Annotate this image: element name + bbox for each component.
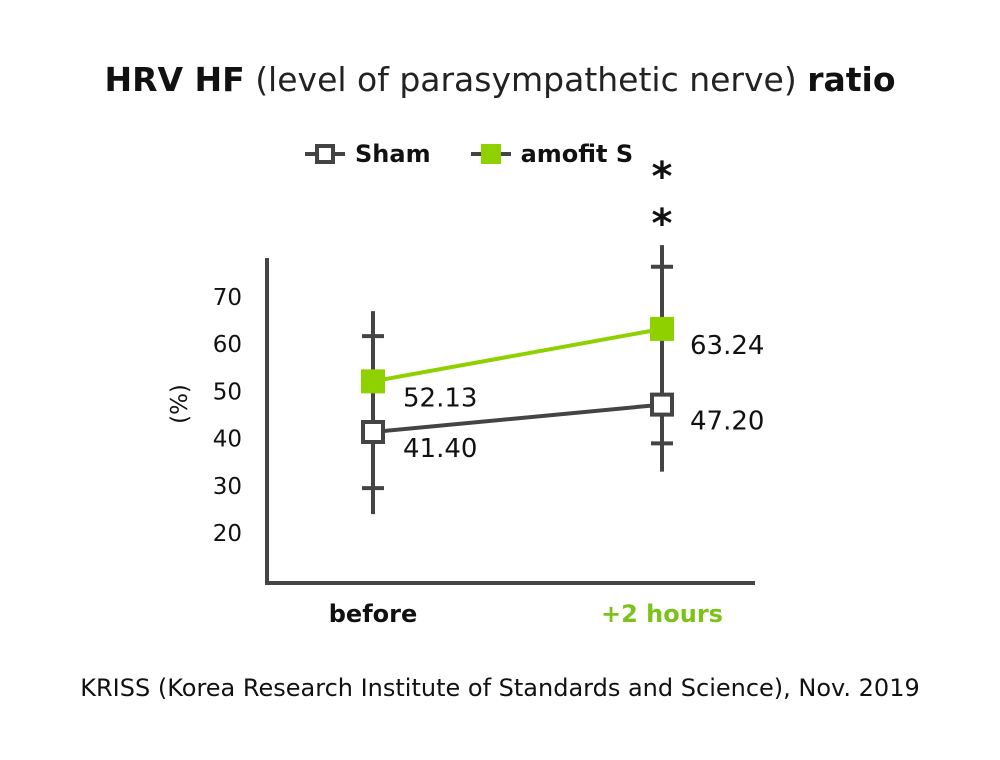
- legend-label: amofit S: [520, 140, 634, 168]
- legend: Sham amofit S: [305, 140, 633, 168]
- y-tick-label: 50: [213, 379, 242, 405]
- x-tick-label: before: [329, 600, 418, 628]
- data-label: 52.13: [403, 383, 477, 413]
- data-point-sham: [361, 419, 385, 444]
- data-point-amofit: [361, 369, 385, 394]
- y-tick-label: 70: [213, 285, 242, 311]
- open-square-marker-icon: [305, 144, 345, 164]
- y-tick-label: 60: [213, 332, 242, 358]
- legend-item-amofit: amofit S: [470, 140, 634, 168]
- significance-mark-1: *: [652, 154, 673, 200]
- significance-mark-2: *: [652, 201, 673, 247]
- x-tick-label: +2 hours: [601, 600, 723, 628]
- data-label: 47.20: [690, 407, 764, 437]
- y-tick-label: 20: [213, 521, 242, 547]
- data-point-amofit: [650, 316, 674, 341]
- series-line-amofit: [372, 326, 663, 384]
- data-label: 63.24: [690, 331, 764, 361]
- data-label: 41.40: [403, 434, 477, 464]
- series-line-sham: [372, 402, 663, 434]
- title-light-part: (level of parasympathetic nerve): [255, 60, 797, 99]
- legend-item-sham: Sham: [305, 140, 431, 168]
- title-bold-suffix: ratio: [807, 60, 896, 99]
- y-axis-label: (%): [167, 384, 193, 424]
- filled-square-marker-icon: [470, 144, 511, 164]
- legend-label: Sham: [355, 140, 431, 168]
- y-tick-label: 30: [213, 474, 242, 500]
- title-bold-part: HRV HF: [104, 60, 245, 99]
- chart-title: HRV HF (level of parasympathetic nerve) …: [0, 60, 1000, 99]
- y-tick-label: 40: [213, 427, 242, 453]
- source-caption: KRISS (Korea Research Institute of Stand…: [80, 674, 920, 702]
- data-point-sham: [650, 392, 674, 417]
